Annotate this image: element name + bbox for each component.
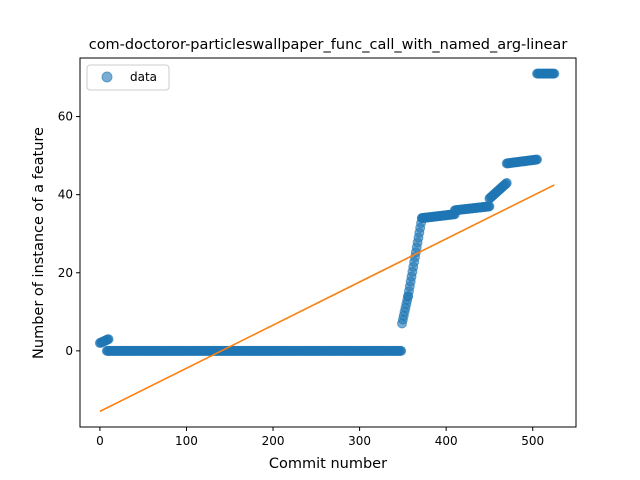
x-tick-label: 300 (348, 434, 371, 448)
x-tick-label: 200 (262, 434, 285, 448)
x-tick-label: 0 (96, 434, 104, 448)
y-axis-label: Number of instance of a feature (31, 127, 47, 359)
y-tick-label: 60 (58, 110, 73, 124)
y-tick-label: 40 (58, 188, 73, 202)
legend: data (86, 64, 170, 91)
plot-area (94, 68, 560, 413)
data-point (501, 177, 512, 188)
data-point (396, 345, 407, 356)
x-axis: 0 100 200 300 400 500 (96, 427, 544, 448)
data-point (532, 154, 543, 165)
chart-title: com-doctoror-particleswallpaper_func_cal… (89, 37, 568, 53)
y-axis: 0 20 40 60 (58, 110, 80, 358)
legend-box (86, 64, 170, 91)
legend-label-data: data (130, 70, 157, 84)
x-tick-label: 500 (521, 434, 544, 448)
fit-line (99, 184, 555, 413)
x-tick-label: 400 (435, 434, 458, 448)
plot-frame (79, 57, 577, 428)
x-axis-label: Commit number (269, 456, 387, 472)
y-tick-label: 0 (65, 344, 73, 358)
data-point (549, 68, 560, 79)
data-point (103, 334, 114, 345)
y-tick-label: 20 (58, 266, 73, 280)
x-tick-label: 100 (175, 434, 198, 448)
legend-marker-data (101, 71, 113, 83)
